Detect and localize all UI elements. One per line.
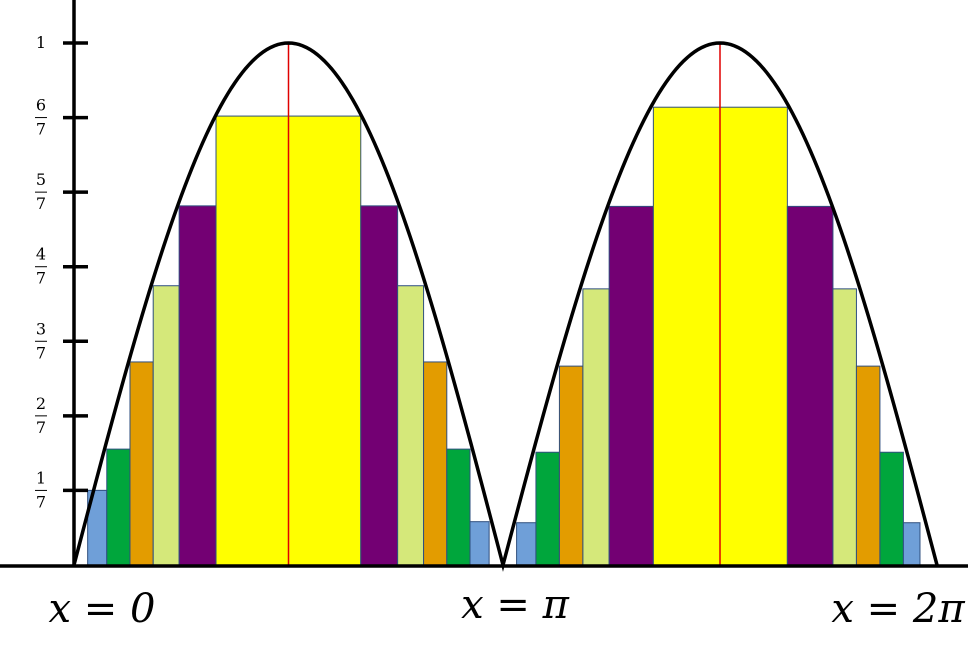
y-tick-label-7: 1 — [36, 33, 46, 52]
bar-12 — [516, 522, 537, 566]
y-tick-numerator-2: 2 — [36, 394, 46, 413]
bar-8 — [397, 285, 425, 566]
bar-9 — [423, 361, 448, 566]
x-label-3: x = 2π — [831, 586, 965, 632]
y-tick-denominator-6: 7 — [36, 120, 46, 139]
bar-4 — [152, 285, 180, 566]
bar-22 — [902, 522, 921, 566]
y-tick-denominator-3: 7 — [36, 343, 46, 362]
y-tick-numerator-5: 5 — [36, 170, 46, 189]
bar-21 — [879, 451, 904, 566]
bars-layer — [87, 106, 921, 566]
bar-3 — [129, 361, 154, 566]
y-ticks-layer: 1 7 2 7 3 7 4 7 5 7 6 7 1 — [35, 33, 88, 511]
bar-10 — [446, 448, 471, 566]
bar-11 — [469, 521, 490, 566]
y-tick-denominator-2: 7 — [36, 418, 46, 437]
y-tick-denominator-5: 7 — [36, 194, 46, 213]
y-tick-numerator-6: 6 — [36, 96, 46, 115]
bar-19 — [832, 288, 857, 566]
y-tick-numerator-4: 4 — [36, 245, 46, 264]
y-tick-numerator-3: 3 — [36, 319, 46, 338]
y-tick-denominator-1: 7 — [36, 492, 46, 511]
bar-2 — [106, 448, 131, 566]
x-labels-layer: x = 0 x = π x = 2π — [49, 582, 966, 632]
bar-20 — [855, 365, 881, 566]
bar-7 — [360, 205, 399, 566]
bar-18 — [786, 205, 834, 566]
y-tick-numerator-1: 1 — [36, 468, 46, 487]
bar-5 — [178, 205, 217, 566]
bar-16 — [608, 205, 654, 566]
bar-13 — [535, 451, 560, 566]
x-label-2: x = π — [461, 582, 570, 628]
bar-15 — [582, 288, 610, 566]
peak-lines-layer — [287, 43, 721, 565]
y-tick-denominator-4: 7 — [36, 269, 46, 288]
bar-14 — [558, 365, 584, 566]
x-label-1: x = 0 — [49, 586, 156, 632]
